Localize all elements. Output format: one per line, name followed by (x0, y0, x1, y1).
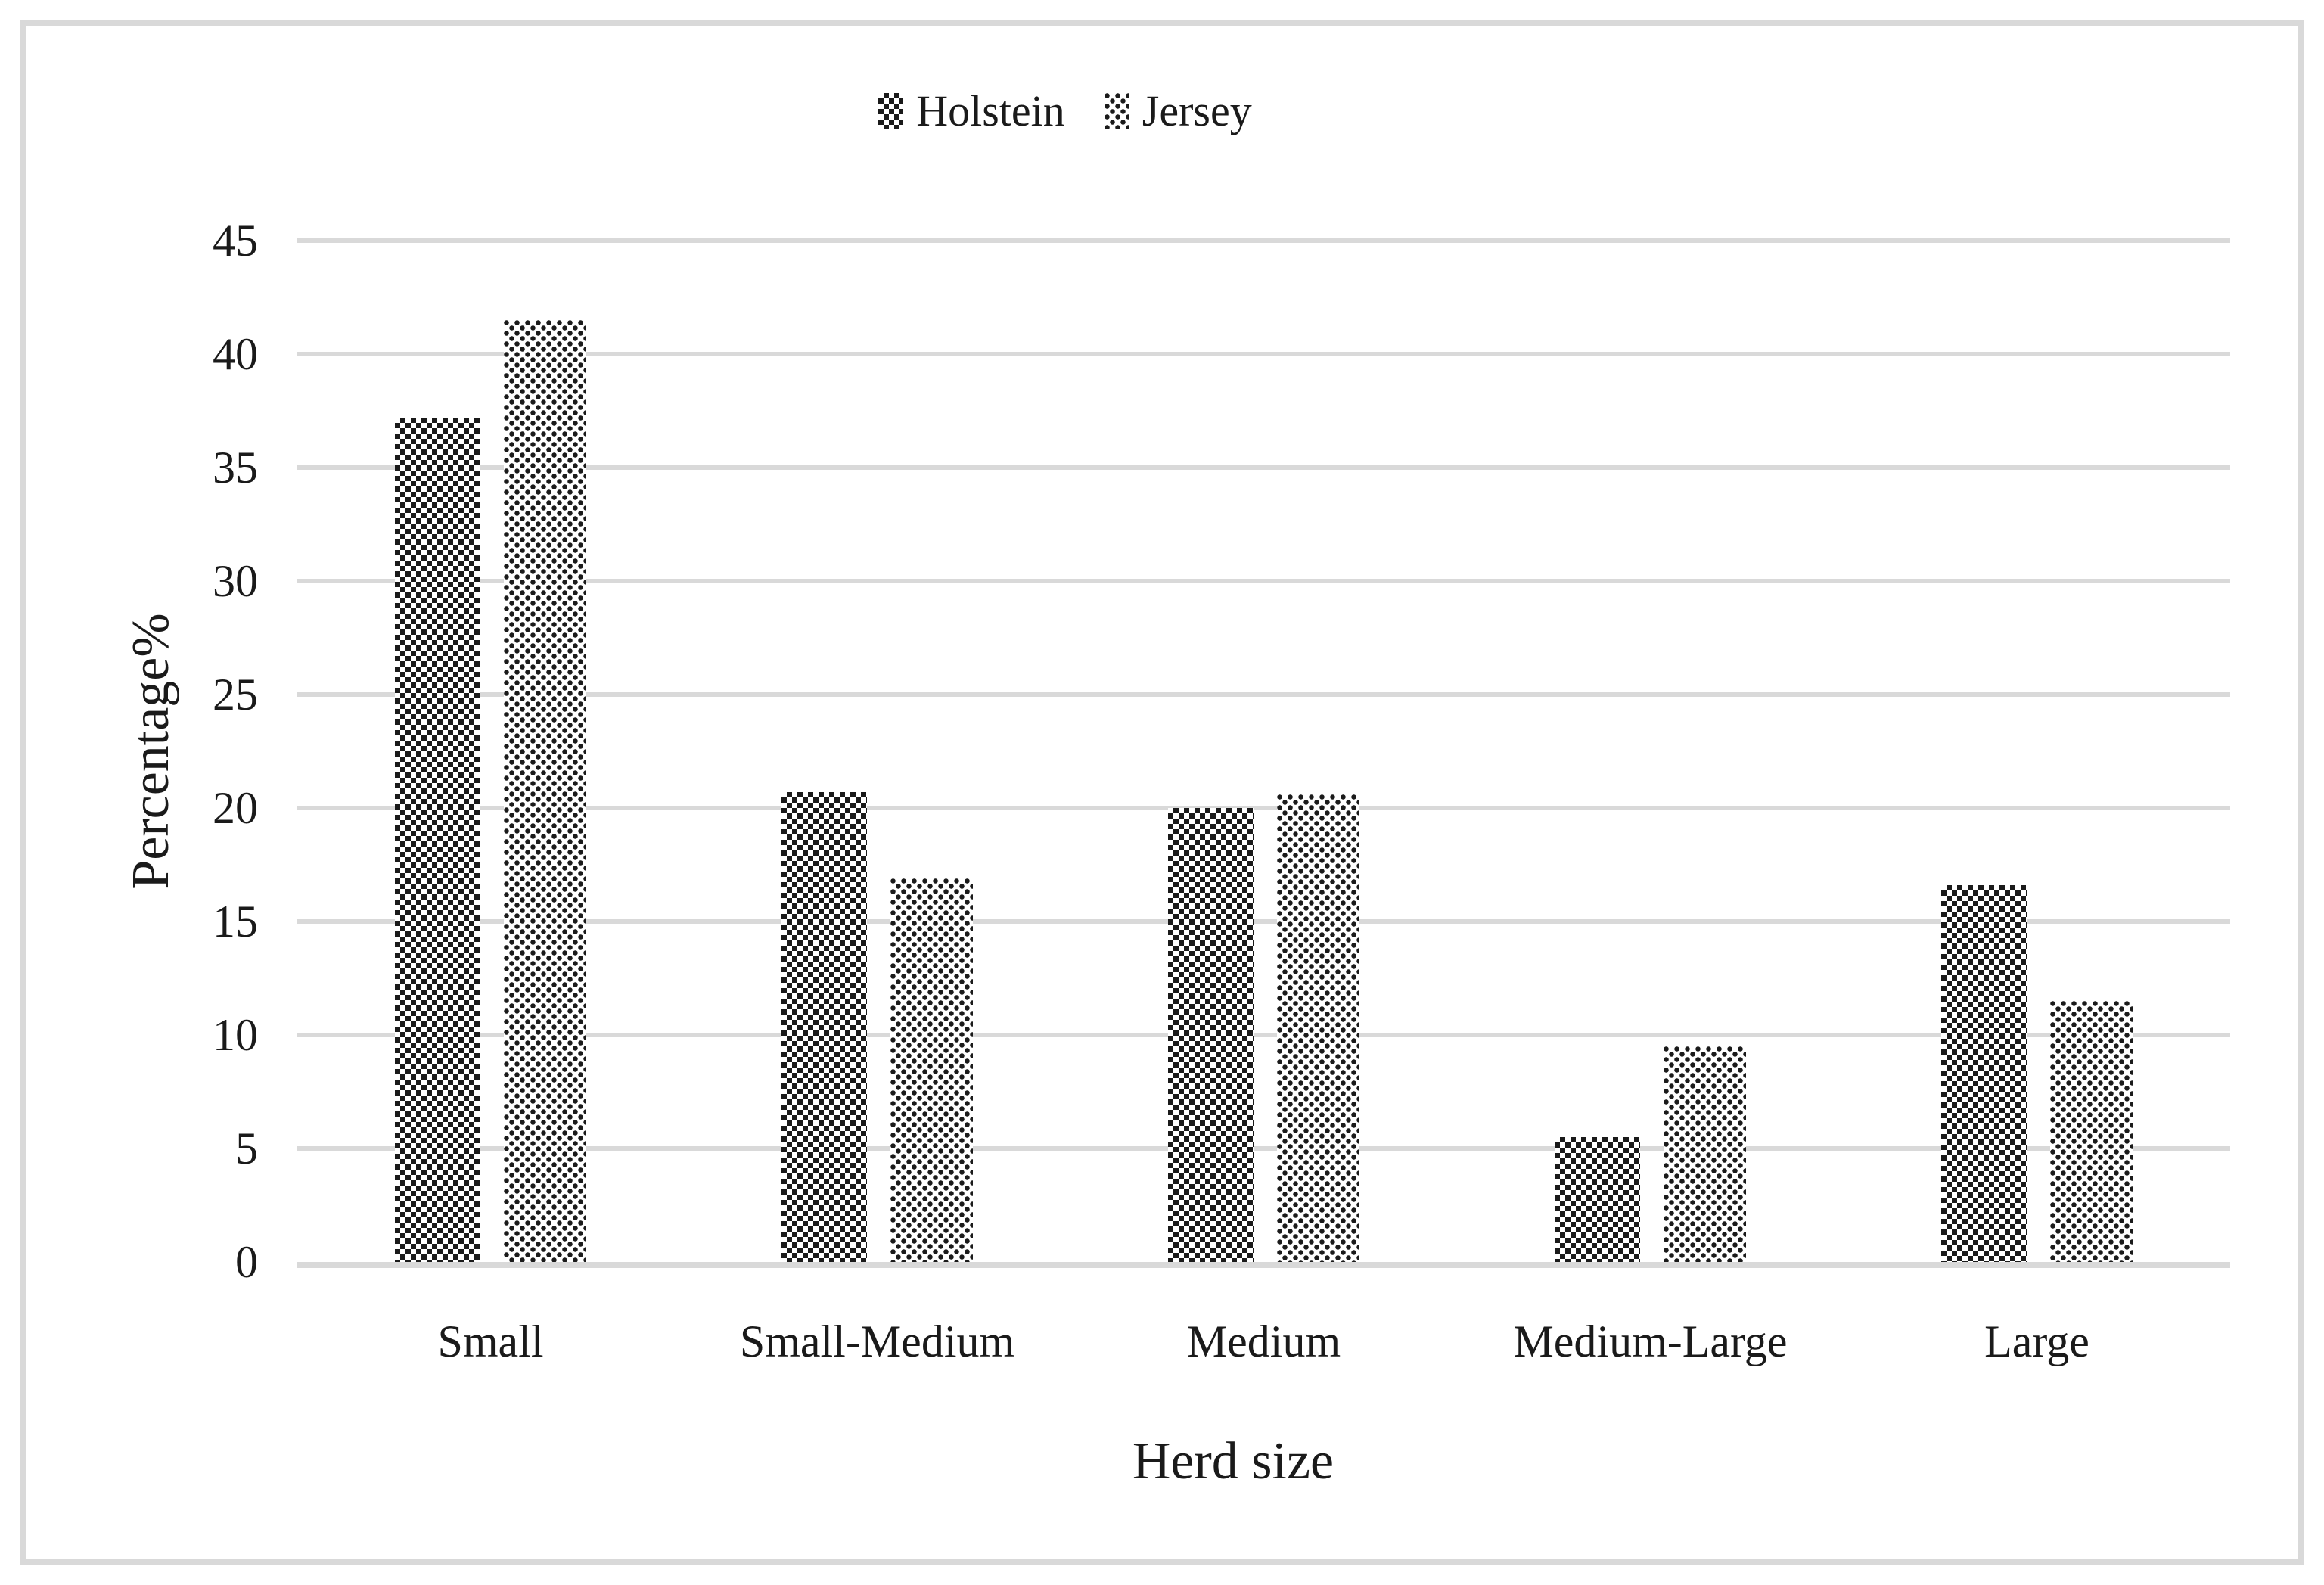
gridline-45 (297, 238, 2230, 243)
legend-label-jersey: Jersey (1142, 86, 1252, 135)
bar-group-large (1844, 241, 2230, 1262)
gridline-5 (297, 1146, 2230, 1151)
y-tick-label-30: 30 (213, 556, 258, 606)
gridline-15 (297, 919, 2230, 924)
y-tick-label-10: 10 (213, 1010, 258, 1060)
x-axis-line (297, 1262, 2230, 1268)
y-tick-label-0: 0 (235, 1237, 258, 1287)
y-tick-label-35: 35 (213, 443, 258, 493)
bar-group-medium-large (1457, 241, 1844, 1262)
figure-border (20, 20, 2304, 1565)
legend-label-holstein: Holstein (916, 86, 1065, 135)
legend: Holstein Jersey (0, 89, 2130, 133)
gridline-40 (297, 352, 2230, 356)
bar-groups (297, 241, 2230, 1262)
bar-group-small (297, 241, 684, 1262)
legend-item-jersey: Jersey (1104, 86, 1252, 135)
y-tick-label-40: 40 (213, 329, 258, 379)
bar-jersey-medium (1277, 794, 1359, 1262)
bar-holstein-medium-large (1555, 1137, 1640, 1262)
bar-group-small-medium (684, 241, 1070, 1262)
bar-jersey-small (504, 320, 586, 1262)
gridline-25 (297, 692, 2230, 697)
legend-key-jersey-icon (1104, 93, 1129, 129)
bar-holstein-large (1941, 885, 2027, 1262)
y-tick-label-45: 45 (213, 216, 258, 266)
bar-holstein-small-medium (781, 792, 867, 1262)
category-labels: Small Small-Medium Medium Medium-Large Large (297, 1316, 2230, 1366)
y-tick-label-5: 5 (235, 1123, 258, 1173)
category-label-medium-large: Medium-Large (1513, 1316, 1788, 1366)
bar-group-medium (1070, 241, 1457, 1262)
gridline-20 (297, 806, 2230, 810)
y-tick-label-15: 15 (213, 897, 258, 946)
y-axis-title: Percentage% (122, 613, 180, 890)
y-tick-label-25: 25 (213, 670, 258, 719)
category-label-small: Small (437, 1316, 544, 1366)
category-label-large: Large (1984, 1316, 2089, 1366)
gridline-35 (297, 465, 2230, 470)
plot-area: 0 5 10 15 20 25 30 35 40 45 (213, 218, 2230, 1285)
category-label-small-medium: Small-Medium (739, 1316, 1015, 1366)
bar-holstein-small (395, 418, 480, 1262)
bar-holstein-medium (1168, 808, 1254, 1262)
x-axis-title: Herd size (1132, 1432, 1334, 1490)
legend-item-holstein: Holstein (878, 89, 1065, 133)
category-label-medium: Medium (1186, 1316, 1341, 1366)
bar-jersey-small-medium (890, 878, 973, 1262)
legend-key-holstein-icon (878, 93, 903, 129)
gridline-30 (297, 579, 2230, 583)
bar-jersey-large (2050, 1001, 2133, 1262)
y-tick-label-20: 20 (213, 783, 258, 833)
bar-jersey-medium-large (1664, 1046, 1746, 1262)
gridline-10 (297, 1033, 2230, 1037)
